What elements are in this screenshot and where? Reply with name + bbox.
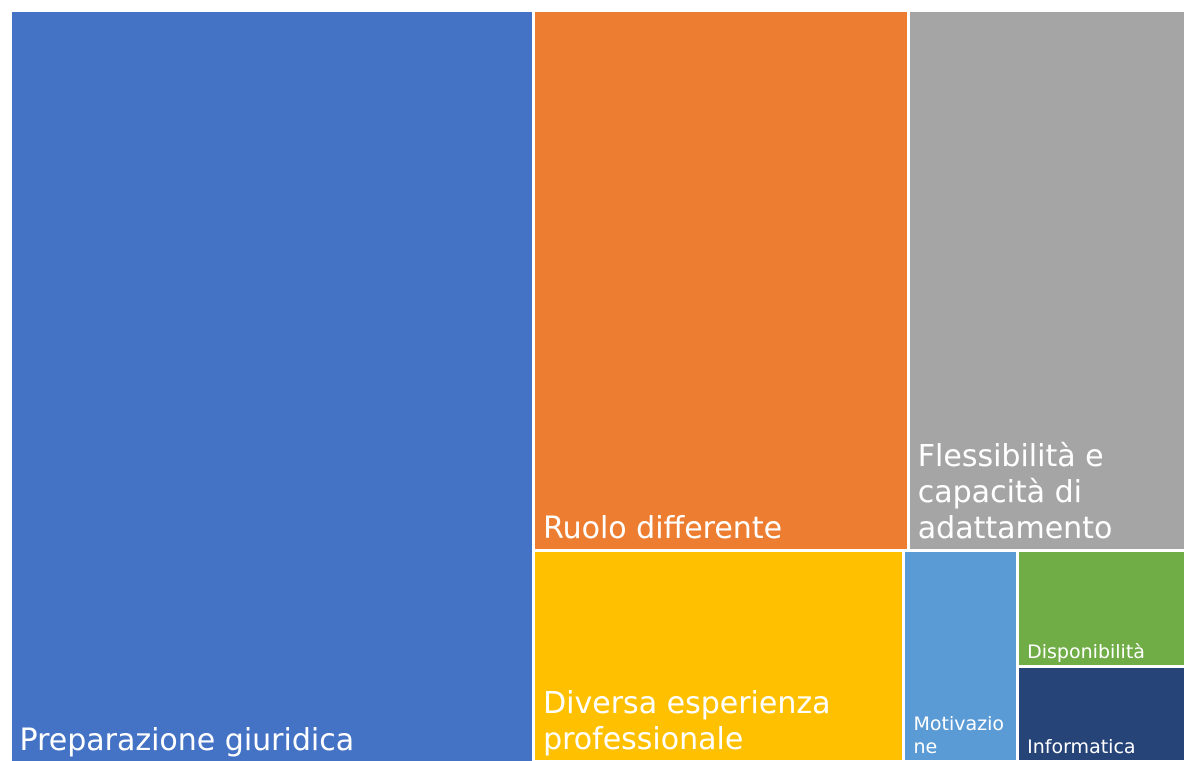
tile-label: Preparazione giuridica (19, 722, 355, 758)
tile-label: Ruolo differente (543, 511, 783, 547)
tile-label: Informatica (1027, 735, 1136, 758)
tile: Disponibilità (1019, 552, 1185, 666)
tile: Informatica (1019, 668, 1185, 761)
tile: Diversa esperienza professionale (535, 552, 903, 761)
tile-label: Flessibilità e capacità di adattamento (917, 439, 1113, 547)
tile: Ruolo differente (535, 11, 907, 550)
tile-label: Diversa esperienza professionale (543, 686, 831, 758)
tile: Preparazione giuridica (11, 11, 533, 761)
tile-label: Disponibilità (1027, 640, 1145, 663)
tile: Flessibilità e capacità di adattamento (909, 11, 1185, 550)
tile: Motivazione (905, 552, 1017, 761)
tile-label: Motivazione (913, 712, 1004, 758)
